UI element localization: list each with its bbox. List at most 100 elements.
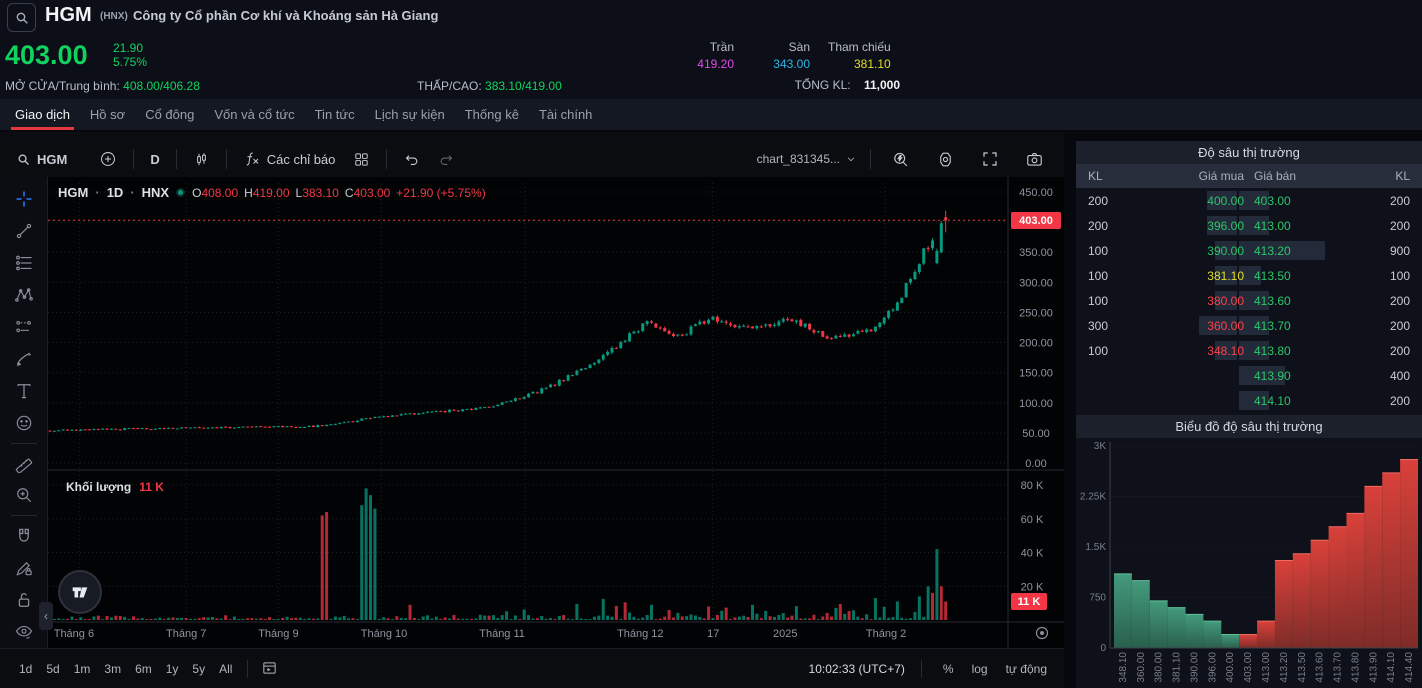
- redo-button[interactable]: [432, 147, 461, 172]
- svg-text:150.00: 150.00: [1019, 368, 1053, 380]
- low-high: THẤP/CAO: 383.10/419.00: [417, 79, 562, 93]
- bid-volume: 100: [1088, 268, 1109, 283]
- tab-2[interactable]: Cổ đông: [145, 107, 195, 122]
- tab-3[interactable]: Vốn và cổ tức: [214, 107, 295, 122]
- search-icon: [16, 12, 28, 24]
- order-book-row-0[interactable]: 200 400.00 403.00 200: [1076, 188, 1422, 213]
- emoji-tool[interactable]: [7, 407, 41, 439]
- range-1y[interactable]: 1y: [165, 661, 179, 676]
- svg-text:3K: 3K: [1094, 441, 1107, 452]
- open-average: MỞ CỬA/Trung bình: 408.00/406.28: [5, 79, 200, 93]
- tab-4[interactable]: Tin tức: [314, 107, 355, 122]
- bid-price: 400.00: [1207, 193, 1244, 208]
- tab-6[interactable]: Thống kê: [464, 107, 519, 122]
- collapse-toolbar-handle[interactable]: ‹: [39, 602, 53, 630]
- svg-text:Tháng 9: Tháng 9: [258, 628, 298, 640]
- range-5y[interactable]: 5y: [192, 661, 206, 676]
- drawing-lock-tool[interactable]: [7, 552, 41, 584]
- svg-text:1.5K: 1.5K: [1085, 542, 1106, 553]
- compare-add-button[interactable]: [93, 146, 123, 172]
- range-6m[interactable]: 6m: [135, 661, 152, 676]
- ask-price: 413.60: [1254, 293, 1291, 308]
- xabcd-pattern-icon: [14, 287, 33, 302]
- gear-icon: [940, 152, 951, 166]
- tradingview-logo[interactable]: [58, 570, 102, 614]
- fullscreen-button[interactable]: [975, 146, 1005, 172]
- order-book-header: KL Giá mua Giá bán KL: [1076, 164, 1422, 188]
- tab-7[interactable]: Tài chính: [538, 107, 593, 122]
- snapshot-button[interactable]: [1019, 146, 1050, 173]
- order-book-row-3[interactable]: 100 381.10 413.50 100: [1076, 263, 1422, 288]
- order-book-row-4[interactable]: 100 380.00 413.60 200: [1076, 288, 1422, 313]
- magnet-tool[interactable]: [7, 520, 41, 552]
- go-to-date-button[interactable]: [256, 656, 283, 682]
- chart-layout-name-button[interactable]: chart_831345...: [757, 152, 856, 166]
- tab-1[interactable]: Hồ sơ: [89, 107, 126, 122]
- chart-plot-area[interactable]: 0.00 50.00 100.00 150.00 200.00 250.00 300.00 3…: [39, 177, 1064, 648]
- chart-settings-button[interactable]: [930, 146, 961, 173]
- order-book-row-2[interactable]: 100 390.00 413.20 900: [1076, 238, 1422, 263]
- order-book-row-8[interactable]: 414.10 200: [1076, 388, 1422, 413]
- low-high-label: THẤP/CAO:: [417, 79, 482, 93]
- svg-text:200.00: 200.00: [1019, 338, 1053, 350]
- svg-text:20 K: 20 K: [1021, 581, 1044, 593]
- hide-drawings-tool[interactable]: [7, 616, 41, 648]
- ask-price: 413.80: [1254, 343, 1291, 358]
- ask-depth-bar: [1239, 216, 1269, 235]
- xabcd-pattern-tool[interactable]: [7, 279, 41, 311]
- svg-text:0: 0: [1100, 643, 1106, 654]
- range-5d[interactable]: 5d: [46, 661, 60, 676]
- indicators-button[interactable]: Các chỉ báo: [237, 146, 342, 172]
- interval-button[interactable]: D: [144, 148, 165, 171]
- brush-tool[interactable]: [7, 343, 41, 375]
- svg-text:348.10: 348.10: [1118, 652, 1129, 683]
- range-1m[interactable]: 1m: [73, 661, 91, 676]
- depth-chart[interactable]: 0 750 1.5K 2.25K 3K 348.10 360.00 380.00 381.10 3…: [1076, 438, 1422, 688]
- ruler-tool[interactable]: [7, 447, 41, 479]
- svg-text:413.70: 413.70: [1333, 652, 1344, 683]
- svg-text:750: 750: [1089, 593, 1106, 604]
- ceiling-label: Trần: [709, 40, 734, 54]
- price-limits: Trần 419.20 Sàn 343.00 Tham chiếu 381.10: [676, 40, 890, 71]
- tab-5[interactable]: Lịch sự kiện: [374, 107, 445, 122]
- tab-0[interactable]: Giao dịch: [5, 100, 80, 130]
- chart-style-button[interactable]: [187, 147, 216, 172]
- candlestick-chart[interactable]: 0.00 50.00 100.00 150.00 200.00 250.00 300.00 3…: [48, 177, 1064, 648]
- layout-templates-button[interactable]: [347, 147, 376, 172]
- svg-text:380.00: 380.00: [1154, 652, 1165, 683]
- fib-retracement-tool[interactable]: [7, 247, 41, 279]
- svg-text:2025: 2025: [773, 628, 797, 640]
- ask-price: 414.10: [1254, 393, 1291, 408]
- indicators-label: Các chỉ báo: [266, 151, 336, 167]
- tv-logo-icon: [72, 587, 88, 598]
- ask-price: 413.90: [1254, 368, 1291, 383]
- chart-symbol-button[interactable]: HGM: [10, 148, 73, 171]
- forecast-tool[interactable]: [7, 311, 41, 343]
- percent-scale-button[interactable]: %: [942, 661, 954, 676]
- order-book-row-1[interactable]: 200 396.00 413.00 200: [1076, 213, 1422, 238]
- range-all[interactable]: All: [219, 661, 233, 676]
- drawing-lock-icon: [15, 562, 32, 576]
- zoom-in-tool[interactable]: [7, 479, 41, 511]
- order-book-row-7[interactable]: 413.90 400: [1076, 363, 1422, 388]
- log-scale-button[interactable]: log: [971, 661, 988, 676]
- chart-body: 0.00 50.00 100.00 150.00 200.00 250.00 300.00 3…: [0, 177, 1064, 648]
- undo-button[interactable]: [397, 147, 426, 172]
- quick-search-button[interactable]: [885, 146, 916, 173]
- order-book-row-5[interactable]: 300 360.00 413.70 200: [1076, 313, 1422, 338]
- crosshair-tool[interactable]: [7, 183, 41, 215]
- trend-line-tool[interactable]: [7, 215, 41, 247]
- range-buttons: 1d 5d 1m 3m 6m 1y 5y All: [12, 658, 239, 680]
- bid-price: 390.00: [1207, 243, 1244, 258]
- order-book-row-6[interactable]: 100 348.10 413.80 200: [1076, 338, 1422, 363]
- ask-price: 413.50: [1254, 268, 1291, 283]
- auto-scale-button[interactable]: tự động: [1005, 661, 1047, 676]
- text-tool[interactable]: [7, 375, 41, 407]
- symbol-search-button[interactable]: [7, 3, 36, 32]
- lock-tool[interactable]: [7, 584, 41, 616]
- axis-settings-icon[interactable]: [1035, 626, 1049, 640]
- range-3m[interactable]: 3m: [104, 661, 122, 676]
- clock[interactable]: 10:02:33 (UTC+7): [808, 661, 905, 676]
- bid-price: 348.10: [1207, 343, 1244, 358]
- range-1d[interactable]: 1d: [19, 661, 33, 676]
